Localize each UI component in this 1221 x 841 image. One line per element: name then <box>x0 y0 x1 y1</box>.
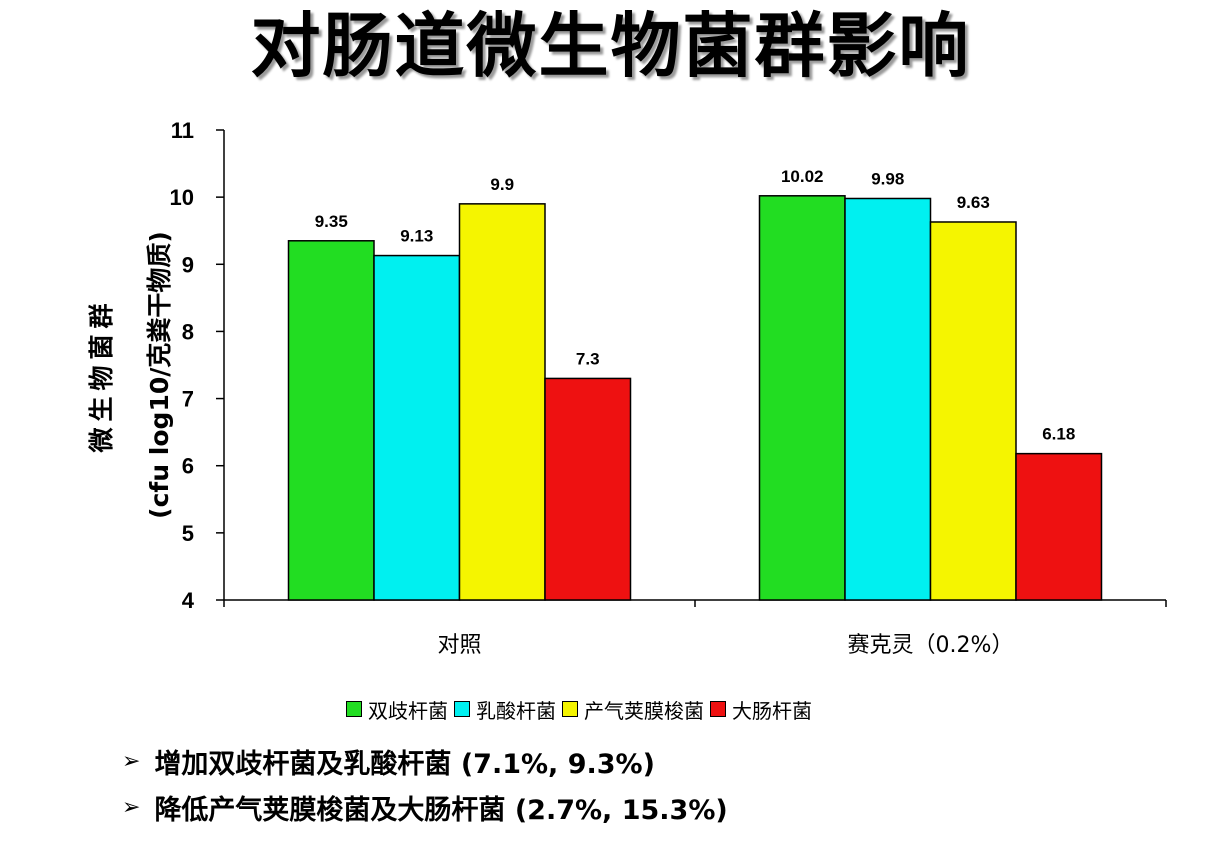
notes-list: ➢ 增加双歧杆菌及乳酸杆菌 (7.1%, 9.3%) ➢ 降低产气荚膜梭菌及大肠杆菌 … <box>122 738 728 830</box>
legend-label: 乳酸杆菌 <box>476 698 556 723</box>
legend-label: 双歧杆菌 <box>368 698 448 723</box>
bar-1-1 <box>287 240 375 601</box>
note-item: ➢ 降低产气荚膜梭菌及大肠杆菌 (2.7%, 15.3%) <box>122 784 728 830</box>
bar-2-1 <box>373 254 461 601</box>
y-axis-label-line2: (cfu log10/克粪干物质) <box>145 231 174 519</box>
chart-bars <box>287 195 1103 601</box>
data-label: 7.3 <box>576 349 600 368</box>
legend-item: 双歧杆菌 <box>346 695 448 724</box>
legend-item: 大肠杆菌 <box>710 695 812 724</box>
y-tick-label: 5 <box>182 521 194 546</box>
bar-3-2 <box>929 221 1017 601</box>
y-tick-label: 7 <box>182 387 194 412</box>
page-title: 对肠道微生物菌群影响 <box>250 5 971 87</box>
y-axis-label-line1: 微生物菌群 <box>87 297 116 453</box>
note-item: ➢ 增加双歧杆菌及乳酸杆菌 (7.1%, 9.3%) <box>122 738 728 784</box>
data-label: 9.13 <box>400 227 433 246</box>
y-tick-label: 6 <box>182 454 194 479</box>
note-text: 增加双歧杆菌及乳酸杆菌 (7.1%, 9.3%) <box>154 748 655 780</box>
data-label: 6.18 <box>1042 425 1075 444</box>
y-tick-label: 8 <box>182 319 194 344</box>
bar-1-2 <box>758 195 846 601</box>
category-label: 赛克灵（0.2%） <box>848 633 1014 658</box>
y-tick-label: 9 <box>182 252 194 277</box>
legend-swatch <box>710 701 726 717</box>
data-label: 9.63 <box>957 193 990 212</box>
note-text: 降低产气荚膜梭菌及大肠杆菌 (2.7%, 15.3%) <box>154 794 728 826</box>
category-label: 对照 <box>437 633 481 658</box>
y-tick-label: 10 <box>170 185 194 210</box>
legend-swatch <box>454 701 470 717</box>
legend-swatch <box>346 701 362 717</box>
chart-legend: 双歧杆菌 乳酸杆菌 产气荚膜梭菌 大肠杆菌 <box>346 694 1046 724</box>
y-tick-label: 11 <box>171 118 194 143</box>
chart-data-labels: 9.35 9.13 9.9 7.3 对照 10.02 9.98 9.63 6.18 赛克灵（0.2… <box>315 167 1076 658</box>
data-label: 9.9 <box>490 175 514 194</box>
legend-item: 乳酸杆菌 <box>454 695 556 724</box>
legend-label: 大肠杆菌 <box>732 698 812 723</box>
bar-4-1 <box>544 377 632 601</box>
bar-3-1 <box>458 203 546 601</box>
arrow-bullet-icon: ➢ <box>122 794 141 820</box>
y-axis-label: 微生物菌群 (cfu log10/克粪干物质) <box>87 231 174 519</box>
bar-2-2 <box>844 197 932 601</box>
y-tick-label: 4 <box>182 588 195 613</box>
legend-item: 产气荚膜梭菌 <box>562 695 704 724</box>
arrow-bullet-icon: ➢ <box>122 748 141 774</box>
data-label: 10.02 <box>781 167 824 186</box>
legend-label: 产气荚膜梭菌 <box>584 698 704 723</box>
data-label: 9.35 <box>315 212 348 231</box>
bar-4-2 <box>1015 452 1103 601</box>
legend-swatch <box>562 701 578 717</box>
data-label: 9.98 <box>871 169 904 188</box>
